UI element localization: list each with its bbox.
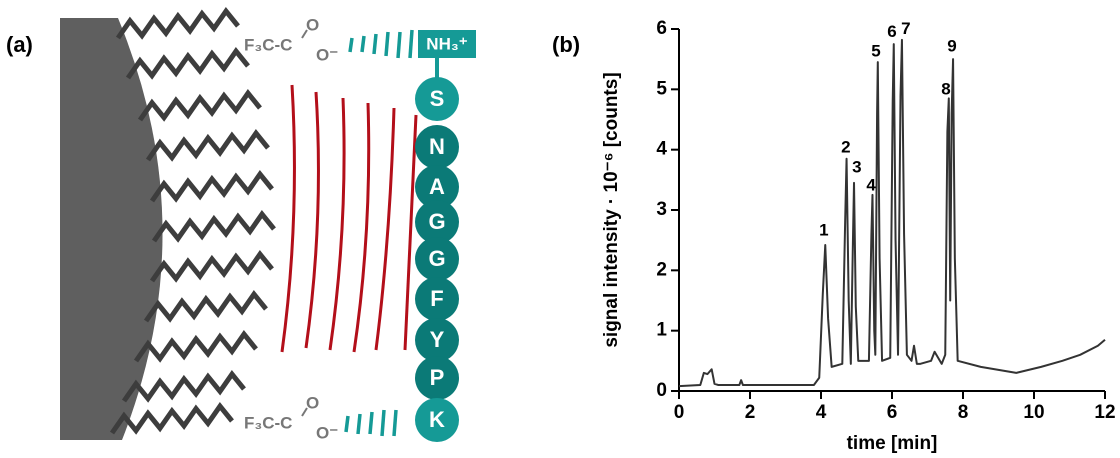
y-tick-label: 1 bbox=[656, 320, 667, 341]
bond-hash bbox=[350, 38, 352, 52]
residue-label: P bbox=[430, 365, 445, 390]
alkyl-chain bbox=[148, 133, 268, 160]
x-tick-label: 12 bbox=[1094, 402, 1115, 423]
alkyl-chain bbox=[154, 214, 274, 241]
alkyl-chain bbox=[128, 51, 248, 78]
figure: (a) NH₃⁺ F₃C-C O bbox=[0, 0, 1120, 458]
oxygen-minus-label: O⁻ bbox=[316, 45, 338, 64]
page: { "diagram": { "panel_label": "(a)", "am… bbox=[0, 0, 1120, 458]
bond-hash bbox=[370, 412, 372, 434]
x-tick-label: 0 bbox=[674, 402, 685, 423]
acid-label: F₃C-C bbox=[244, 35, 292, 54]
signal-line bbox=[679, 40, 1105, 386]
bond-hash bbox=[374, 34, 376, 54]
interaction-line bbox=[282, 85, 294, 352]
counterion: F₃C-C O O⁻ bbox=[244, 15, 338, 64]
bond-hash bbox=[346, 416, 348, 432]
counterion: F₃C-C O O⁻ bbox=[244, 393, 338, 442]
x-axis-label: time [min] bbox=[847, 433, 938, 454]
peak-label: 9 bbox=[947, 37, 956, 56]
bond-hash bbox=[410, 30, 412, 58]
residue-label: G bbox=[428, 246, 445, 271]
alkyl-chain bbox=[146, 294, 266, 321]
diagram: (a) NH₃⁺ F₃C-C O bbox=[6, 11, 476, 442]
x-tick-label: 10 bbox=[1023, 402, 1044, 423]
y-tick-label: 2 bbox=[656, 259, 667, 280]
bond-hash bbox=[358, 414, 360, 434]
panel-label: (a) bbox=[6, 32, 33, 57]
interaction-line bbox=[376, 108, 394, 350]
y-tick-label: 0 bbox=[656, 380, 667, 401]
alkyl-chain bbox=[140, 93, 260, 120]
alkyl-chain bbox=[152, 174, 272, 201]
peak-label: 1 bbox=[819, 221, 828, 240]
y-tick-label: 6 bbox=[656, 18, 667, 39]
oxygen-minus-label: O⁻ bbox=[316, 423, 338, 442]
x-tick-label: 8 bbox=[958, 402, 969, 423]
peak-label: 6 bbox=[887, 22, 896, 41]
peak-label: 7 bbox=[901, 19, 910, 38]
residue-label: N bbox=[429, 134, 445, 159]
interaction-line bbox=[354, 103, 369, 352]
acid-label: F₃C-C bbox=[244, 413, 292, 432]
y-tick-label: 4 bbox=[656, 139, 667, 160]
alkyl-chain bbox=[136, 334, 256, 361]
y-axis-label: signal intensity · 10⁻⁶ [counts] bbox=[601, 72, 622, 347]
residue-label: K bbox=[429, 407, 445, 432]
interaction-lines bbox=[282, 85, 416, 352]
bond-hash bbox=[398, 32, 400, 58]
y-tick-label: 5 bbox=[656, 78, 667, 99]
residue-label: G bbox=[428, 209, 445, 234]
peak-label: 5 bbox=[871, 41, 880, 60]
bond-hash bbox=[394, 410, 396, 436]
peak-label: 8 bbox=[941, 79, 950, 98]
x-tick-label: 6 bbox=[887, 402, 898, 423]
peak-label: 4 bbox=[866, 175, 876, 194]
interaction-line bbox=[405, 115, 416, 350]
bond-hash bbox=[382, 410, 384, 436]
residue-label: S bbox=[430, 86, 445, 111]
peak-label: 3 bbox=[852, 157, 861, 176]
chart: (b) time [min] signal intensity · 10⁻⁶ [… bbox=[552, 18, 1116, 454]
x-tick-label: 4 bbox=[816, 402, 827, 423]
particle bbox=[60, 18, 163, 440]
alkyl-chain bbox=[118, 11, 238, 38]
amine-label: NH₃⁺ bbox=[426, 34, 467, 53]
interaction-line bbox=[330, 98, 344, 350]
bond-hash bbox=[386, 32, 388, 56]
oxygen-label: O bbox=[306, 393, 319, 412]
oxygen-label: O bbox=[306, 15, 319, 34]
x-tick-label: 2 bbox=[745, 402, 756, 423]
alkyl-chain bbox=[152, 254, 272, 281]
residue-label: A bbox=[429, 174, 445, 199]
residue-label: Y bbox=[430, 327, 445, 352]
interaction-line bbox=[306, 92, 318, 348]
y-tick-label: 3 bbox=[656, 199, 667, 220]
panel-label: (b) bbox=[552, 32, 580, 57]
residue-label: F bbox=[430, 286, 443, 311]
peak-label: 2 bbox=[841, 137, 850, 156]
ionic-bonds bbox=[346, 30, 412, 436]
bond-hash bbox=[362, 36, 364, 52]
